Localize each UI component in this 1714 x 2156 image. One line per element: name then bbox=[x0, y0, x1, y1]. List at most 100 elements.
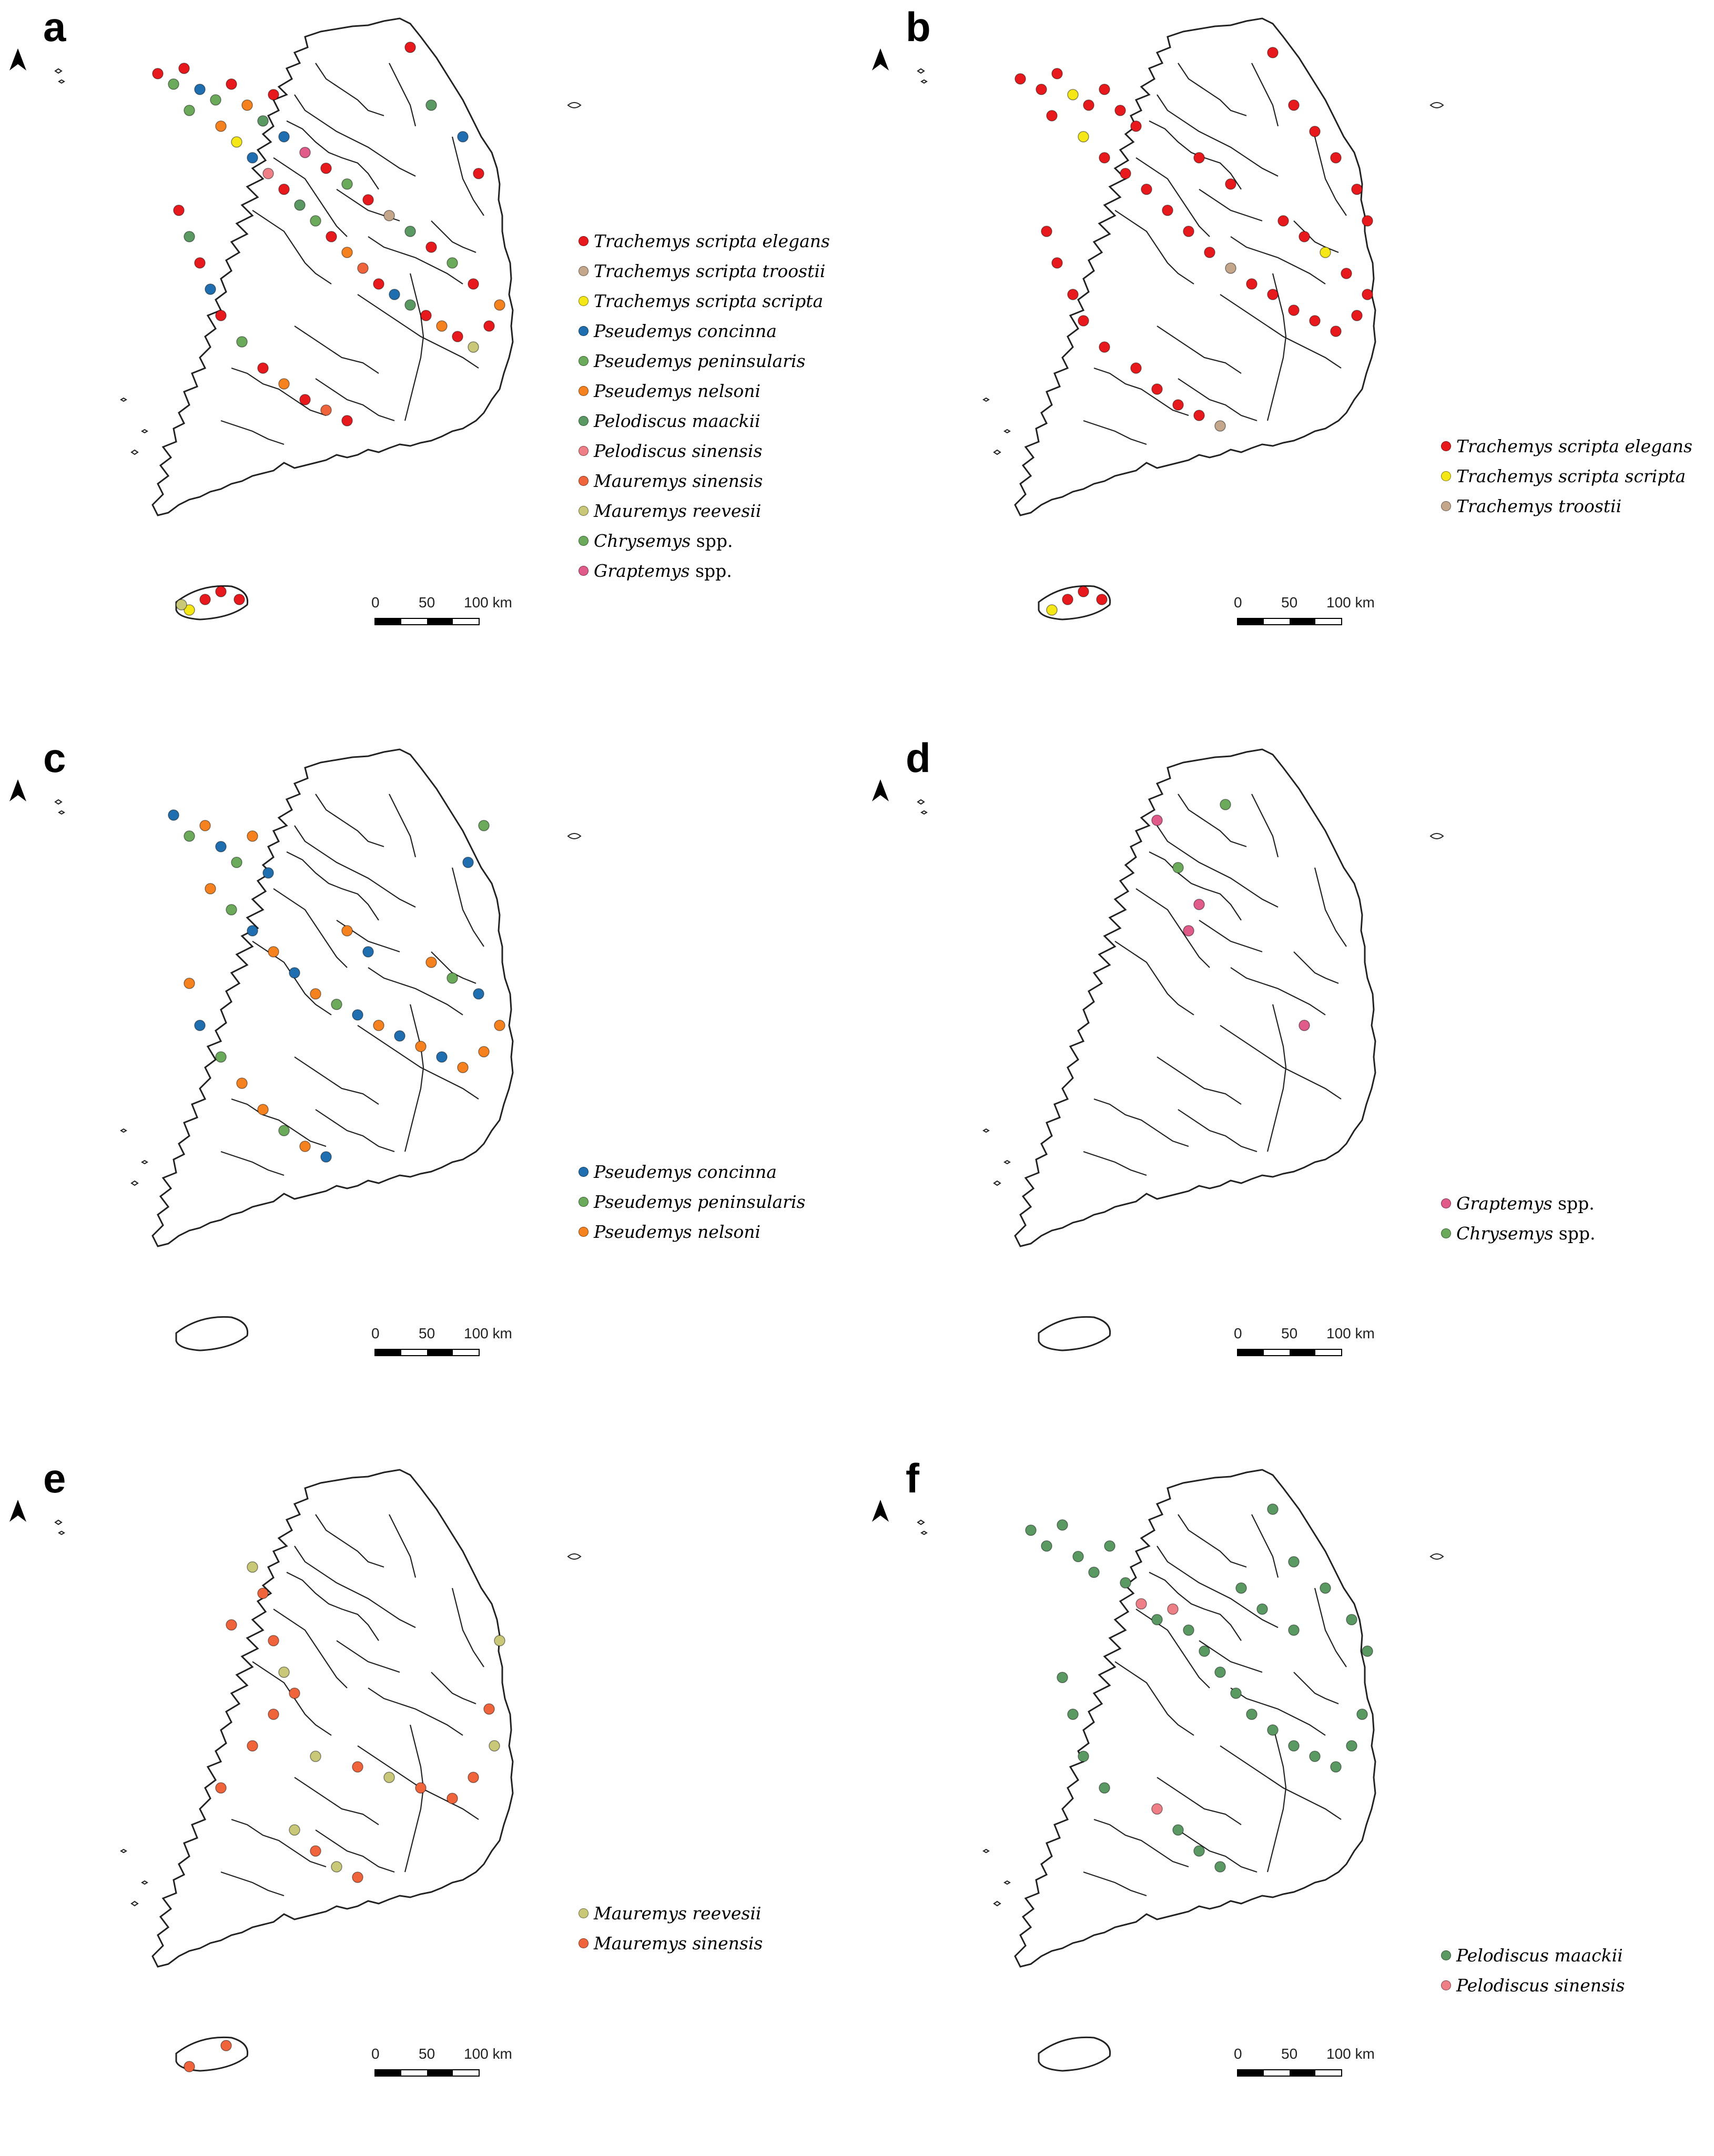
legend-label: Pseudemys concinna bbox=[594, 321, 777, 341]
map-panel-d: d Graptemys spp. Chrysemys spp. 0 50 100 km bbox=[863, 731, 1693, 1436]
river-line bbox=[294, 1545, 416, 1628]
occurrence-point bbox=[257, 362, 269, 374]
occurrence-point bbox=[257, 1104, 269, 1115]
occurrence-point bbox=[199, 594, 211, 605]
legend: Pseudemys concinna Pseudemys peninsularis… bbox=[579, 1157, 805, 1247]
legend-item: Pseudemys concinna bbox=[579, 316, 830, 346]
river-line bbox=[286, 851, 379, 921]
occurrence-point bbox=[1167, 1603, 1179, 1615]
scale-bar: 0 50 100 km bbox=[1231, 594, 1375, 631]
occurrence-point bbox=[425, 241, 437, 253]
occurrence-point bbox=[1151, 1803, 1163, 1815]
legend-label: Trachemys scripta elegans bbox=[1456, 436, 1692, 456]
peninsula-map bbox=[54, 1469, 582, 2072]
islet bbox=[54, 68, 63, 74]
legend-swatch bbox=[579, 1197, 589, 1207]
river-line bbox=[404, 1724, 424, 1873]
occurrence-point bbox=[294, 199, 306, 211]
legend-swatch bbox=[579, 446, 589, 456]
occurrence-point bbox=[1151, 1614, 1163, 1625]
river-line bbox=[451, 867, 484, 947]
river-line bbox=[1230, 967, 1326, 1015]
peninsula-map bbox=[54, 748, 582, 1351]
islet bbox=[120, 1848, 127, 1854]
occurrence-point bbox=[468, 341, 479, 353]
legend-swatch bbox=[579, 236, 589, 246]
occurrence-point bbox=[1288, 99, 1300, 111]
occurrence-point bbox=[236, 336, 248, 348]
river-line bbox=[1199, 920, 1263, 953]
peninsula-map bbox=[917, 17, 1444, 621]
scale-mid: 50 bbox=[1281, 2046, 1298, 2062]
legend-swatch bbox=[579, 1908, 589, 1918]
river-line bbox=[357, 294, 479, 369]
scale-end: 100 km bbox=[464, 1325, 512, 1341]
legend-label: Trachemys scripta scripta bbox=[594, 291, 824, 311]
occurrence-point bbox=[447, 257, 458, 269]
occurrence-point bbox=[278, 1125, 290, 1136]
occurrence-point bbox=[1320, 247, 1331, 258]
occurrence-point bbox=[457, 1062, 469, 1073]
occurrence-point bbox=[1299, 231, 1310, 242]
river-line bbox=[1178, 1829, 1257, 1873]
occurrence-point bbox=[1288, 1624, 1300, 1636]
legend-item: Trachemys scripta elegans bbox=[1441, 431, 1692, 461]
occurrence-point bbox=[1078, 315, 1089, 327]
occurrence-point bbox=[383, 210, 395, 221]
islet bbox=[982, 1848, 990, 1854]
occurrence-point bbox=[1078, 586, 1089, 597]
coastline bbox=[1014, 748, 1376, 1247]
occurrence-point bbox=[473, 168, 484, 179]
legend-label: Trachemys scripta elegans bbox=[594, 231, 830, 251]
river-line bbox=[1135, 157, 1210, 237]
river-line bbox=[220, 1151, 285, 1176]
occurrence-point bbox=[310, 1845, 321, 1857]
legend-item: Chrysemys spp. bbox=[1441, 1218, 1595, 1248]
legend-swatch bbox=[1441, 1198, 1451, 1208]
river-line bbox=[1149, 1572, 1242, 1641]
occurrence-point bbox=[262, 168, 274, 179]
legend-swatch bbox=[579, 1227, 589, 1237]
occurrence-point bbox=[1041, 1540, 1052, 1552]
occurrence-point bbox=[226, 78, 237, 90]
legend-label: Mauremys reevesii bbox=[594, 501, 762, 521]
occurrence-point bbox=[278, 378, 290, 390]
occurrence-point bbox=[320, 1151, 332, 1163]
panel-label: b bbox=[906, 4, 931, 50]
occurrence-point bbox=[1256, 1603, 1268, 1615]
occurrence-point bbox=[310, 988, 321, 1000]
legend-swatch bbox=[1441, 441, 1451, 451]
river-line bbox=[431, 1672, 476, 1705]
occurrence-point bbox=[1362, 289, 1373, 300]
occurrence-point bbox=[184, 978, 195, 989]
occurrence-point bbox=[210, 94, 221, 106]
legend-swatch bbox=[579, 356, 589, 366]
occurrence-point bbox=[1072, 1551, 1084, 1562]
legend-swatch bbox=[579, 326, 589, 336]
occurrence-point bbox=[1351, 184, 1363, 195]
jeju-island bbox=[1038, 1316, 1111, 1351]
legend-swatch bbox=[579, 266, 589, 276]
legend-label: Pseudemys nelsoni bbox=[594, 381, 760, 401]
legend-item: Mauremys sinensis bbox=[579, 1928, 763, 1958]
occurrence-point bbox=[236, 1077, 248, 1089]
north-arrow-icon bbox=[9, 1500, 26, 1522]
legend-swatch bbox=[579, 296, 589, 306]
occurrence-point bbox=[1141, 184, 1152, 195]
occurrence-point bbox=[215, 586, 227, 597]
occurrence-point bbox=[1051, 68, 1063, 79]
occurrence-point bbox=[1235, 1582, 1247, 1594]
legend: Pelodiscus maackii Pelodiscus sinensis bbox=[1441, 1940, 1625, 2000]
occurrence-point bbox=[1015, 73, 1026, 85]
legend-label: Chrysemys spp. bbox=[1456, 1223, 1596, 1244]
map-panel-b: b Trachemys scripta elegans Trachemys scri… bbox=[863, 0, 1693, 705]
islet bbox=[567, 833, 582, 839]
coastline bbox=[151, 1469, 514, 1968]
occurrence-point bbox=[1309, 315, 1321, 327]
occurrence-point bbox=[178, 63, 190, 74]
legend-label: Pelodiscus maackii bbox=[594, 411, 760, 431]
river-line bbox=[1135, 1609, 1210, 1689]
legend-item: Trachemys troostii bbox=[1441, 491, 1692, 521]
occurrence-point bbox=[1330, 152, 1342, 164]
scale-mid: 50 bbox=[419, 594, 435, 611]
